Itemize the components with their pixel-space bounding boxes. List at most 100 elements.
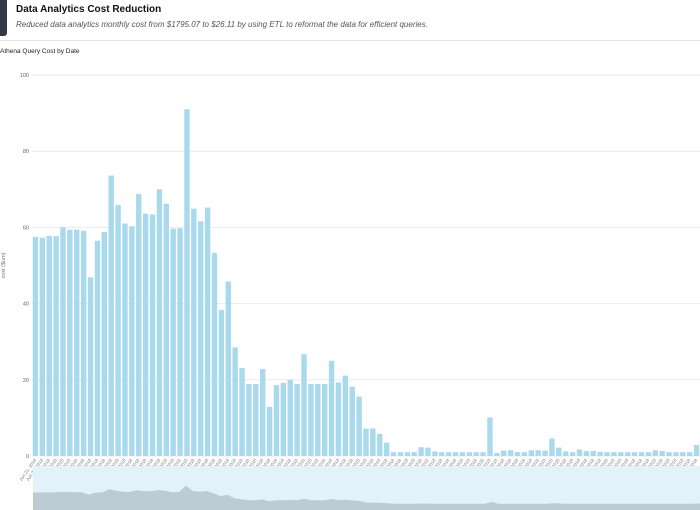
bar[interactable] bbox=[404, 452, 411, 456]
bar[interactable] bbox=[611, 452, 617, 456]
bar[interactable] bbox=[501, 450, 507, 456]
bar[interactable] bbox=[39, 237, 46, 456]
bar[interactable] bbox=[549, 438, 555, 456]
bar[interactable] bbox=[80, 230, 87, 456]
bar[interactable] bbox=[53, 236, 59, 456]
range-navigator[interactable] bbox=[33, 466, 700, 510]
bar[interactable] bbox=[439, 452, 445, 456]
bar[interactable] bbox=[597, 451, 603, 456]
bar[interactable] bbox=[246, 383, 252, 456]
bar[interactable] bbox=[652, 450, 658, 456]
bar[interactable] bbox=[225, 281, 231, 456]
bar[interactable] bbox=[273, 385, 280, 456]
bar[interactable] bbox=[673, 452, 679, 456]
bar[interactable] bbox=[432, 451, 438, 456]
bar[interactable] bbox=[177, 228, 183, 456]
bar[interactable] bbox=[583, 451, 590, 456]
bar[interactable] bbox=[349, 386, 355, 456]
bar[interactable] bbox=[693, 444, 700, 456]
bar[interactable] bbox=[170, 228, 176, 456]
bar[interactable] bbox=[74, 229, 80, 456]
bar[interactable] bbox=[218, 310, 225, 456]
bar[interactable] bbox=[122, 223, 128, 456]
bar[interactable] bbox=[198, 221, 204, 456]
bar[interactable] bbox=[315, 383, 321, 456]
bar[interactable] bbox=[60, 227, 66, 456]
bar[interactable] bbox=[452, 452, 459, 456]
bar[interactable] bbox=[363, 428, 369, 456]
bar[interactable] bbox=[328, 360, 335, 456]
bar[interactable] bbox=[563, 451, 569, 456]
bar[interactable] bbox=[136, 193, 142, 456]
bar[interactable] bbox=[321, 383, 328, 456]
bar[interactable] bbox=[308, 383, 314, 456]
bar[interactable] bbox=[645, 452, 652, 456]
bar[interactable] bbox=[94, 240, 101, 456]
bar[interactable] bbox=[370, 428, 376, 456]
bar[interactable] bbox=[514, 452, 521, 456]
bar[interactable] bbox=[604, 452, 610, 456]
bar[interactable] bbox=[301, 354, 307, 456]
bar[interactable] bbox=[390, 452, 397, 456]
bar[interactable] bbox=[473, 452, 479, 456]
bar[interactable] bbox=[521, 452, 528, 456]
bar[interactable] bbox=[666, 452, 672, 456]
bar[interactable] bbox=[487, 417, 493, 456]
bar[interactable] bbox=[32, 236, 39, 456]
page-subtitle: Reduced data analytics monthly cost from… bbox=[16, 20, 428, 29]
bar[interactable] bbox=[260, 369, 266, 456]
bar[interactable] bbox=[411, 452, 417, 456]
bar[interactable] bbox=[377, 433, 383, 456]
bar[interactable] bbox=[253, 383, 259, 456]
bar[interactable] bbox=[356, 396, 362, 456]
bar[interactable] bbox=[67, 229, 73, 456]
bar[interactable] bbox=[342, 375, 349, 456]
bar[interactable] bbox=[266, 406, 273, 456]
bar[interactable] bbox=[528, 450, 534, 456]
bar[interactable] bbox=[659, 451, 665, 456]
bar[interactable] bbox=[638, 452, 645, 456]
bar[interactable] bbox=[556, 447, 562, 456]
bar[interactable] bbox=[46, 235, 52, 456]
bar[interactable] bbox=[535, 450, 541, 456]
bar[interactable] bbox=[204, 207, 211, 456]
bar[interactable] bbox=[542, 450, 548, 456]
bar[interactable] bbox=[335, 382, 342, 456]
bar[interactable] bbox=[211, 252, 218, 456]
bar[interactable] bbox=[459, 452, 466, 456]
bar[interactable] bbox=[625, 452, 631, 456]
bar[interactable] bbox=[507, 450, 514, 456]
bar[interactable] bbox=[232, 347, 238, 456]
bar[interactable] bbox=[590, 451, 596, 456]
bar[interactable] bbox=[115, 204, 121, 456]
bar[interactable] bbox=[397, 452, 404, 456]
bar[interactable] bbox=[576, 449, 583, 456]
y-tick-label: 0 bbox=[26, 454, 29, 460]
bar[interactable] bbox=[569, 452, 576, 456]
bar[interactable] bbox=[680, 452, 686, 456]
bar[interactable] bbox=[418, 447, 424, 456]
bar[interactable] bbox=[383, 442, 390, 456]
bar[interactable] bbox=[129, 226, 135, 456]
bar[interactable] bbox=[631, 452, 638, 456]
bar[interactable] bbox=[618, 452, 624, 456]
bar[interactable] bbox=[191, 208, 197, 456]
bar[interactable] bbox=[239, 367, 245, 456]
bar[interactable] bbox=[287, 379, 293, 456]
bar[interactable] bbox=[156, 189, 163, 457]
bar[interactable] bbox=[142, 213, 149, 456]
bar[interactable] bbox=[425, 447, 431, 456]
bar[interactable] bbox=[445, 452, 452, 456]
bar[interactable] bbox=[108, 175, 114, 457]
bar[interactable] bbox=[686, 452, 693, 456]
bar[interactable] bbox=[466, 452, 472, 456]
bar[interactable] bbox=[149, 214, 156, 456]
bar[interactable] bbox=[163, 203, 169, 456]
bar[interactable] bbox=[494, 452, 500, 456]
bar[interactable] bbox=[294, 383, 300, 456]
bar[interactable] bbox=[184, 109, 190, 456]
bar[interactable] bbox=[480, 452, 486, 456]
bar[interactable] bbox=[87, 277, 94, 456]
bar[interactable] bbox=[280, 382, 287, 456]
bar[interactable] bbox=[101, 231, 107, 456]
